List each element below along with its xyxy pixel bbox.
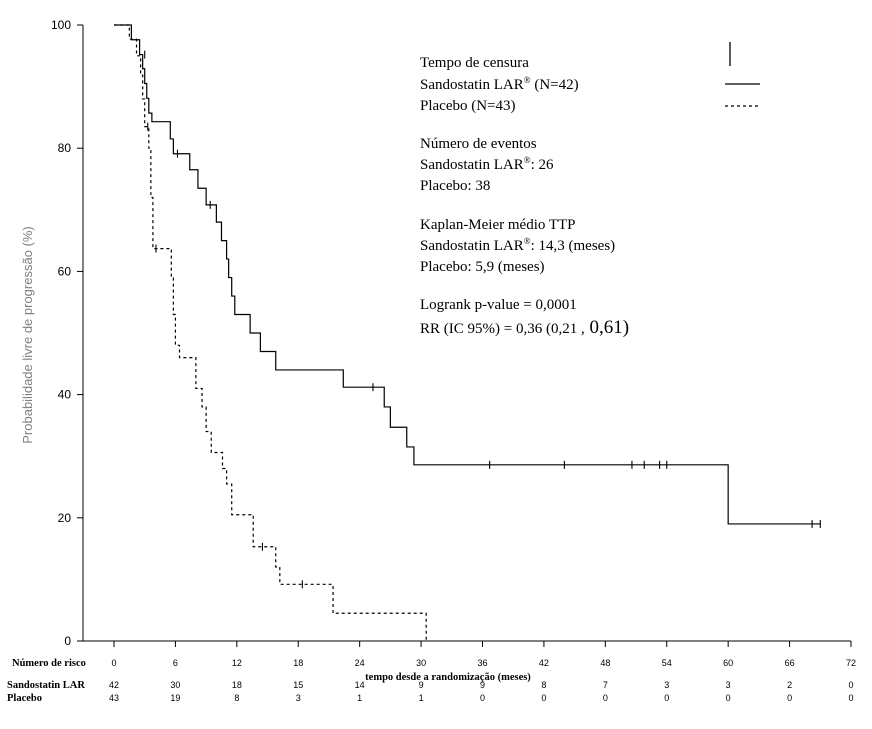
chart-axes (82, 25, 851, 642)
x-tick-label: 48 (600, 658, 610, 668)
x-tick-label: 6 (173, 658, 178, 668)
risk-value: 0 (603, 693, 608, 703)
legend: Tempo de censura Sandostatin LAR® (N=42)… (420, 42, 760, 338)
legend-events-title: Número de eventos (420, 136, 537, 152)
risk-values: 42 30 18 15 14 9 9 8 7 3 3 2 0 43 19 8 3 1 1 0 0 0 0 0 0 0 (109, 680, 854, 703)
legend-placebo: Placebo (N=43) (420, 98, 516, 114)
risk-value: 0 (787, 693, 792, 703)
risk-row-label-sandostatin: Sandostatin LAR (7, 680, 85, 691)
y-axis-label: Probabilidade livre de progressão (%) (20, 226, 35, 444)
y-tick-label: 80 (58, 141, 72, 155)
risk-value: 2 (787, 680, 792, 690)
risk-table-header: Número de risco (12, 658, 86, 669)
risk-value: 0 (848, 680, 853, 690)
legend-km-placebo: Placebo: 5,9 (meses) (420, 259, 545, 275)
y-tick-label: 20 (58, 511, 72, 525)
legend-censor-title: Tempo de censura (420, 55, 529, 71)
risk-row-label-placebo: Placebo (7, 693, 42, 704)
legend-km-sandostatin: Sandostatin LAR®: 14,3 (meses) (420, 236, 615, 254)
series-line-1 (114, 24, 427, 641)
y-axis-ticks: 0 20 40 60 80 100 (51, 18, 83, 648)
risk-value: 0 (848, 693, 853, 703)
risk-value: 9 (419, 680, 424, 690)
risk-value: 0 (726, 693, 731, 703)
legend-events-sandostatin: Sandostatin LAR®: 26 (420, 155, 554, 173)
risk-value: 15 (293, 680, 303, 690)
legend-logrank: Logrank p-value = 0,0001 (420, 297, 577, 313)
risk-value: 9 (480, 680, 485, 690)
series-line-0 (114, 24, 821, 525)
x-axis-label: tempo desde a randomização (meses) (365, 672, 531, 683)
x-tick-label: 36 (477, 658, 487, 668)
risk-value: 18 (232, 680, 242, 690)
x-axis-ticks: 0 6 12 18 24 30 36 42 48 54 60 66 72 (111, 641, 856, 668)
x-tick-label: 24 (355, 658, 365, 668)
x-tick-label: 72 (846, 658, 856, 668)
x-tick-label: 54 (662, 658, 672, 668)
risk-value: 1 (419, 693, 424, 703)
risk-value: 7 (603, 680, 608, 690)
x-tick-label: 0 (111, 658, 116, 668)
risk-value: 42 (109, 680, 119, 690)
y-tick-label: 40 (58, 388, 72, 402)
x-tick-label: 66 (785, 658, 795, 668)
legend-events-placebo: Placebo: 38 (420, 178, 490, 194)
risk-value: 43 (109, 693, 119, 703)
legend-rr: RR (IC 95%) = 0,36 (0,21 , 0,61) (420, 317, 629, 338)
risk-value: 0 (480, 693, 485, 703)
risk-table: Número de risco Sandostatin LAR Placebo … (7, 658, 854, 704)
y-tick-label: 60 (58, 264, 72, 278)
x-tick-label: 30 (416, 658, 426, 668)
risk-value: 1 (357, 693, 362, 703)
risk-value: 19 (170, 693, 180, 703)
x-tick-label: 12 (232, 658, 242, 668)
x-tick-label: 18 (293, 658, 303, 668)
x-tick-label: 42 (539, 658, 549, 668)
x-tick-label: 60 (723, 658, 733, 668)
y-tick-label: 0 (64, 634, 71, 648)
censor-marks (144, 50, 821, 589)
risk-value: 3 (664, 680, 669, 690)
risk-value: 8 (541, 680, 546, 690)
risk-value: 8 (234, 693, 239, 703)
risk-value: 30 (170, 680, 180, 690)
risk-value: 0 (541, 693, 546, 703)
series-lines (114, 24, 821, 641)
risk-value: 14 (355, 680, 365, 690)
legend-sandostatin: Sandostatin LAR® (N=42) (420, 75, 579, 93)
legend-km-title: Kaplan-Meier médio TTP (420, 217, 576, 233)
risk-value: 3 (726, 680, 731, 690)
y-tick-label: 100 (51, 18, 71, 32)
risk-value: 0 (664, 693, 669, 703)
risk-value: 3 (296, 693, 301, 703)
